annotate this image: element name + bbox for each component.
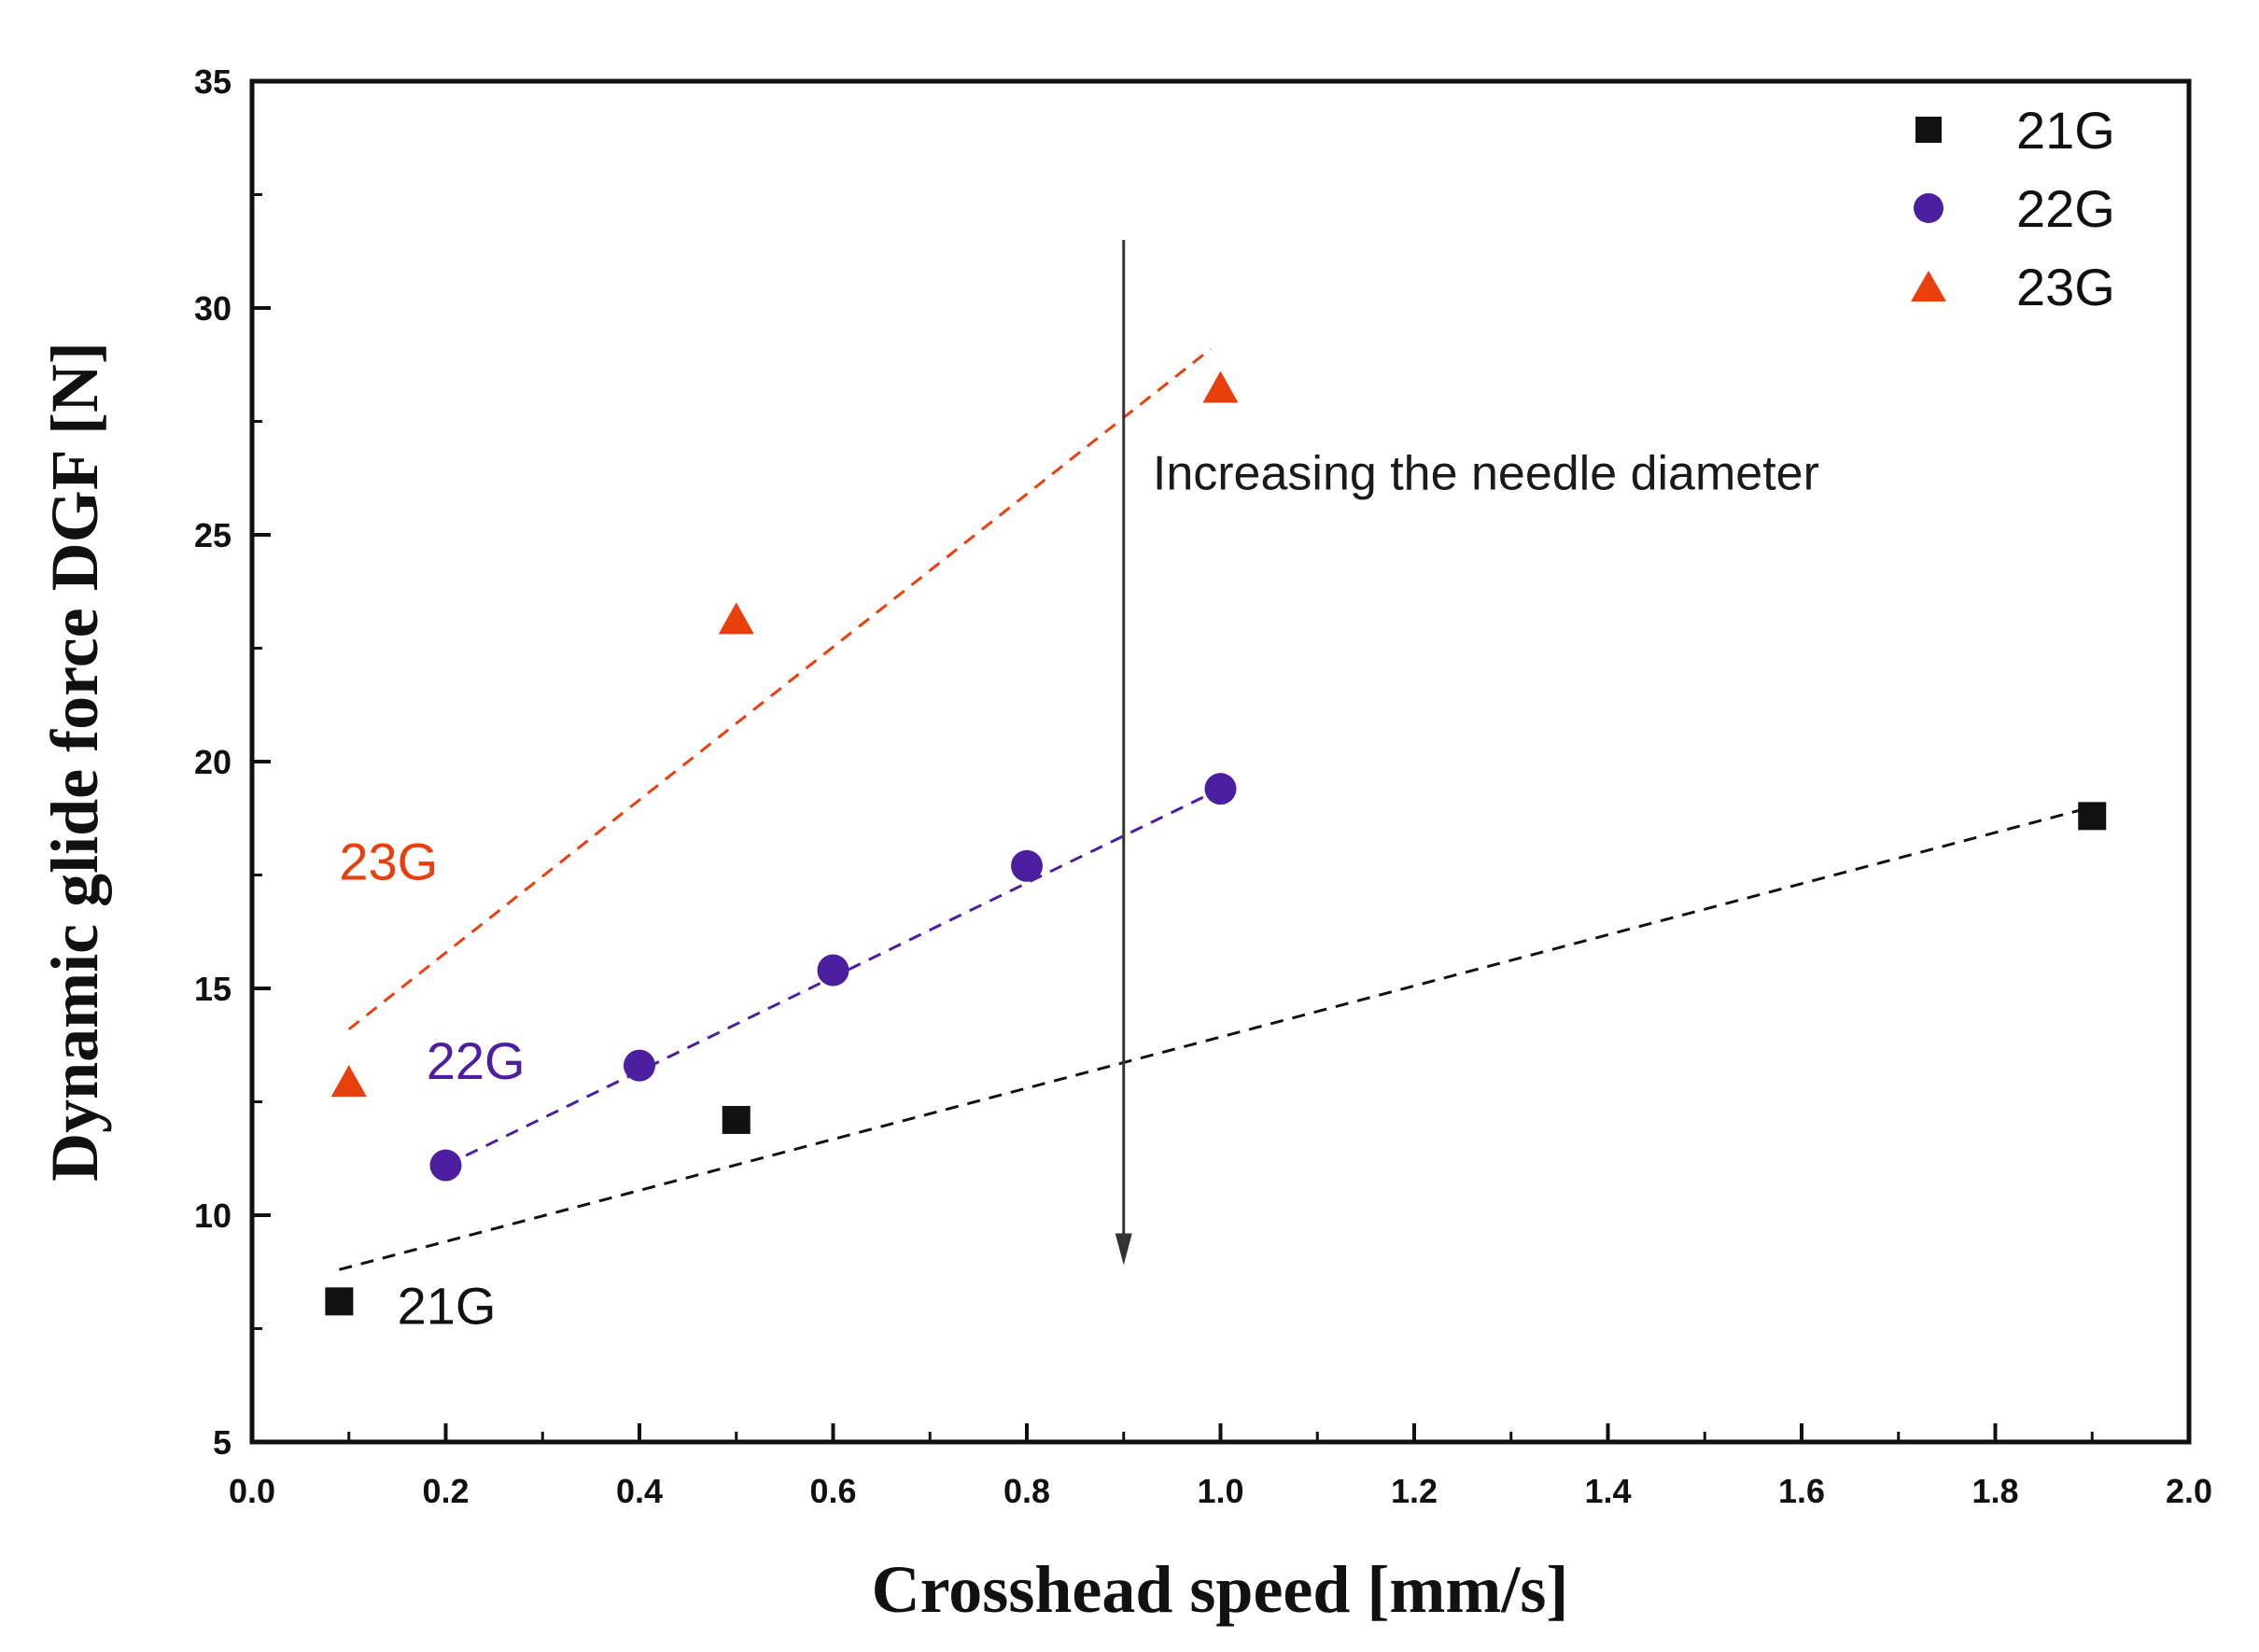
legend-square-marker bbox=[1915, 117, 1942, 143]
legend-circle-marker bbox=[1914, 193, 1943, 223]
data-point-21g bbox=[722, 1105, 751, 1134]
data-markers bbox=[325, 371, 2107, 1316]
series-label-23g: 23G bbox=[339, 832, 438, 890]
data-point-22g bbox=[1011, 849, 1043, 882]
legend: 21G 22G 23G bbox=[1911, 101, 2115, 316]
plot-frame bbox=[249, 78, 2192, 1445]
annotation-text: Increasing the needle diameter bbox=[1153, 446, 1819, 500]
y-tick-label: 25 bbox=[194, 516, 232, 554]
legend-label-22g: 22G bbox=[2016, 179, 2115, 238]
x-tick-label: 0.4 bbox=[616, 1472, 663, 1510]
data-point-21g bbox=[2078, 802, 2107, 831]
fit-line-21g bbox=[338, 805, 2093, 1271]
x-axis-ticks: 0.0 0.2 0.4 0.6 0.8 1.0 1.2 1.4 1.6 1.8 2.0 bbox=[229, 1423, 2212, 1510]
x-tick-label: 0.6 bbox=[809, 1472, 856, 1510]
legend-item-23g: 23G bbox=[1911, 258, 2115, 316]
x-tick-label: 2.0 bbox=[2166, 1472, 2212, 1510]
y-tick-label: 5 bbox=[213, 1423, 232, 1462]
y-tick-label: 30 bbox=[194, 289, 232, 328]
data-point-22g bbox=[624, 1049, 655, 1082]
x-tick-label: 1.0 bbox=[1197, 1472, 1243, 1510]
y-tick-label: 35 bbox=[194, 63, 232, 101]
y-tick-label: 20 bbox=[194, 743, 232, 781]
y-axis-ticks: 5 10 15 20 25 30 35 bbox=[194, 63, 271, 1462]
y-tick-label: 15 bbox=[194, 970, 232, 1008]
x-tick-label: 1.4 bbox=[1584, 1472, 1631, 1510]
x-axis-title: Crosshead speed [mm/s] bbox=[872, 1552, 1569, 1627]
data-point-22g bbox=[817, 954, 849, 987]
data-point-23g bbox=[718, 602, 754, 635]
series-labels: 21G 22G 23G bbox=[339, 832, 525, 1335]
legend-item-22g: 22G bbox=[1914, 179, 2115, 238]
fit-line-23g bbox=[347, 347, 1213, 1030]
data-point-21g bbox=[325, 1287, 354, 1316]
x-tick-label: 1.8 bbox=[1971, 1472, 2018, 1510]
legend-label-21g: 21G bbox=[2016, 101, 2115, 160]
legend-triangle-marker bbox=[1911, 271, 1946, 301]
data-point-22g bbox=[429, 1149, 462, 1182]
y-tick-label: 10 bbox=[194, 1197, 232, 1235]
series-label-22g: 22G bbox=[427, 1031, 526, 1090]
legend-label-23g: 23G bbox=[2016, 258, 2115, 316]
x-tick-label: 0.2 bbox=[422, 1472, 469, 1510]
x-tick-label: 0.8 bbox=[1003, 1472, 1050, 1510]
annotation-arrow-head bbox=[1115, 1233, 1132, 1266]
annotation-layer: Increasing the needle diameter bbox=[1115, 240, 1819, 1266]
data-point-23g bbox=[1202, 371, 1239, 403]
y-axis-title: Dynamic glide force DGF [N] bbox=[37, 342, 112, 1182]
data-point-22g bbox=[1204, 773, 1237, 805]
x-tick-label: 1.6 bbox=[1778, 1472, 1825, 1510]
legend-item-21g: 21G bbox=[1915, 101, 2115, 160]
x-tick-label: 0.0 bbox=[229, 1472, 275, 1510]
x-tick-label: 1.2 bbox=[1391, 1472, 1438, 1510]
data-point-23g bbox=[330, 1065, 367, 1098]
series-label-21g: 21G bbox=[398, 1277, 497, 1336]
